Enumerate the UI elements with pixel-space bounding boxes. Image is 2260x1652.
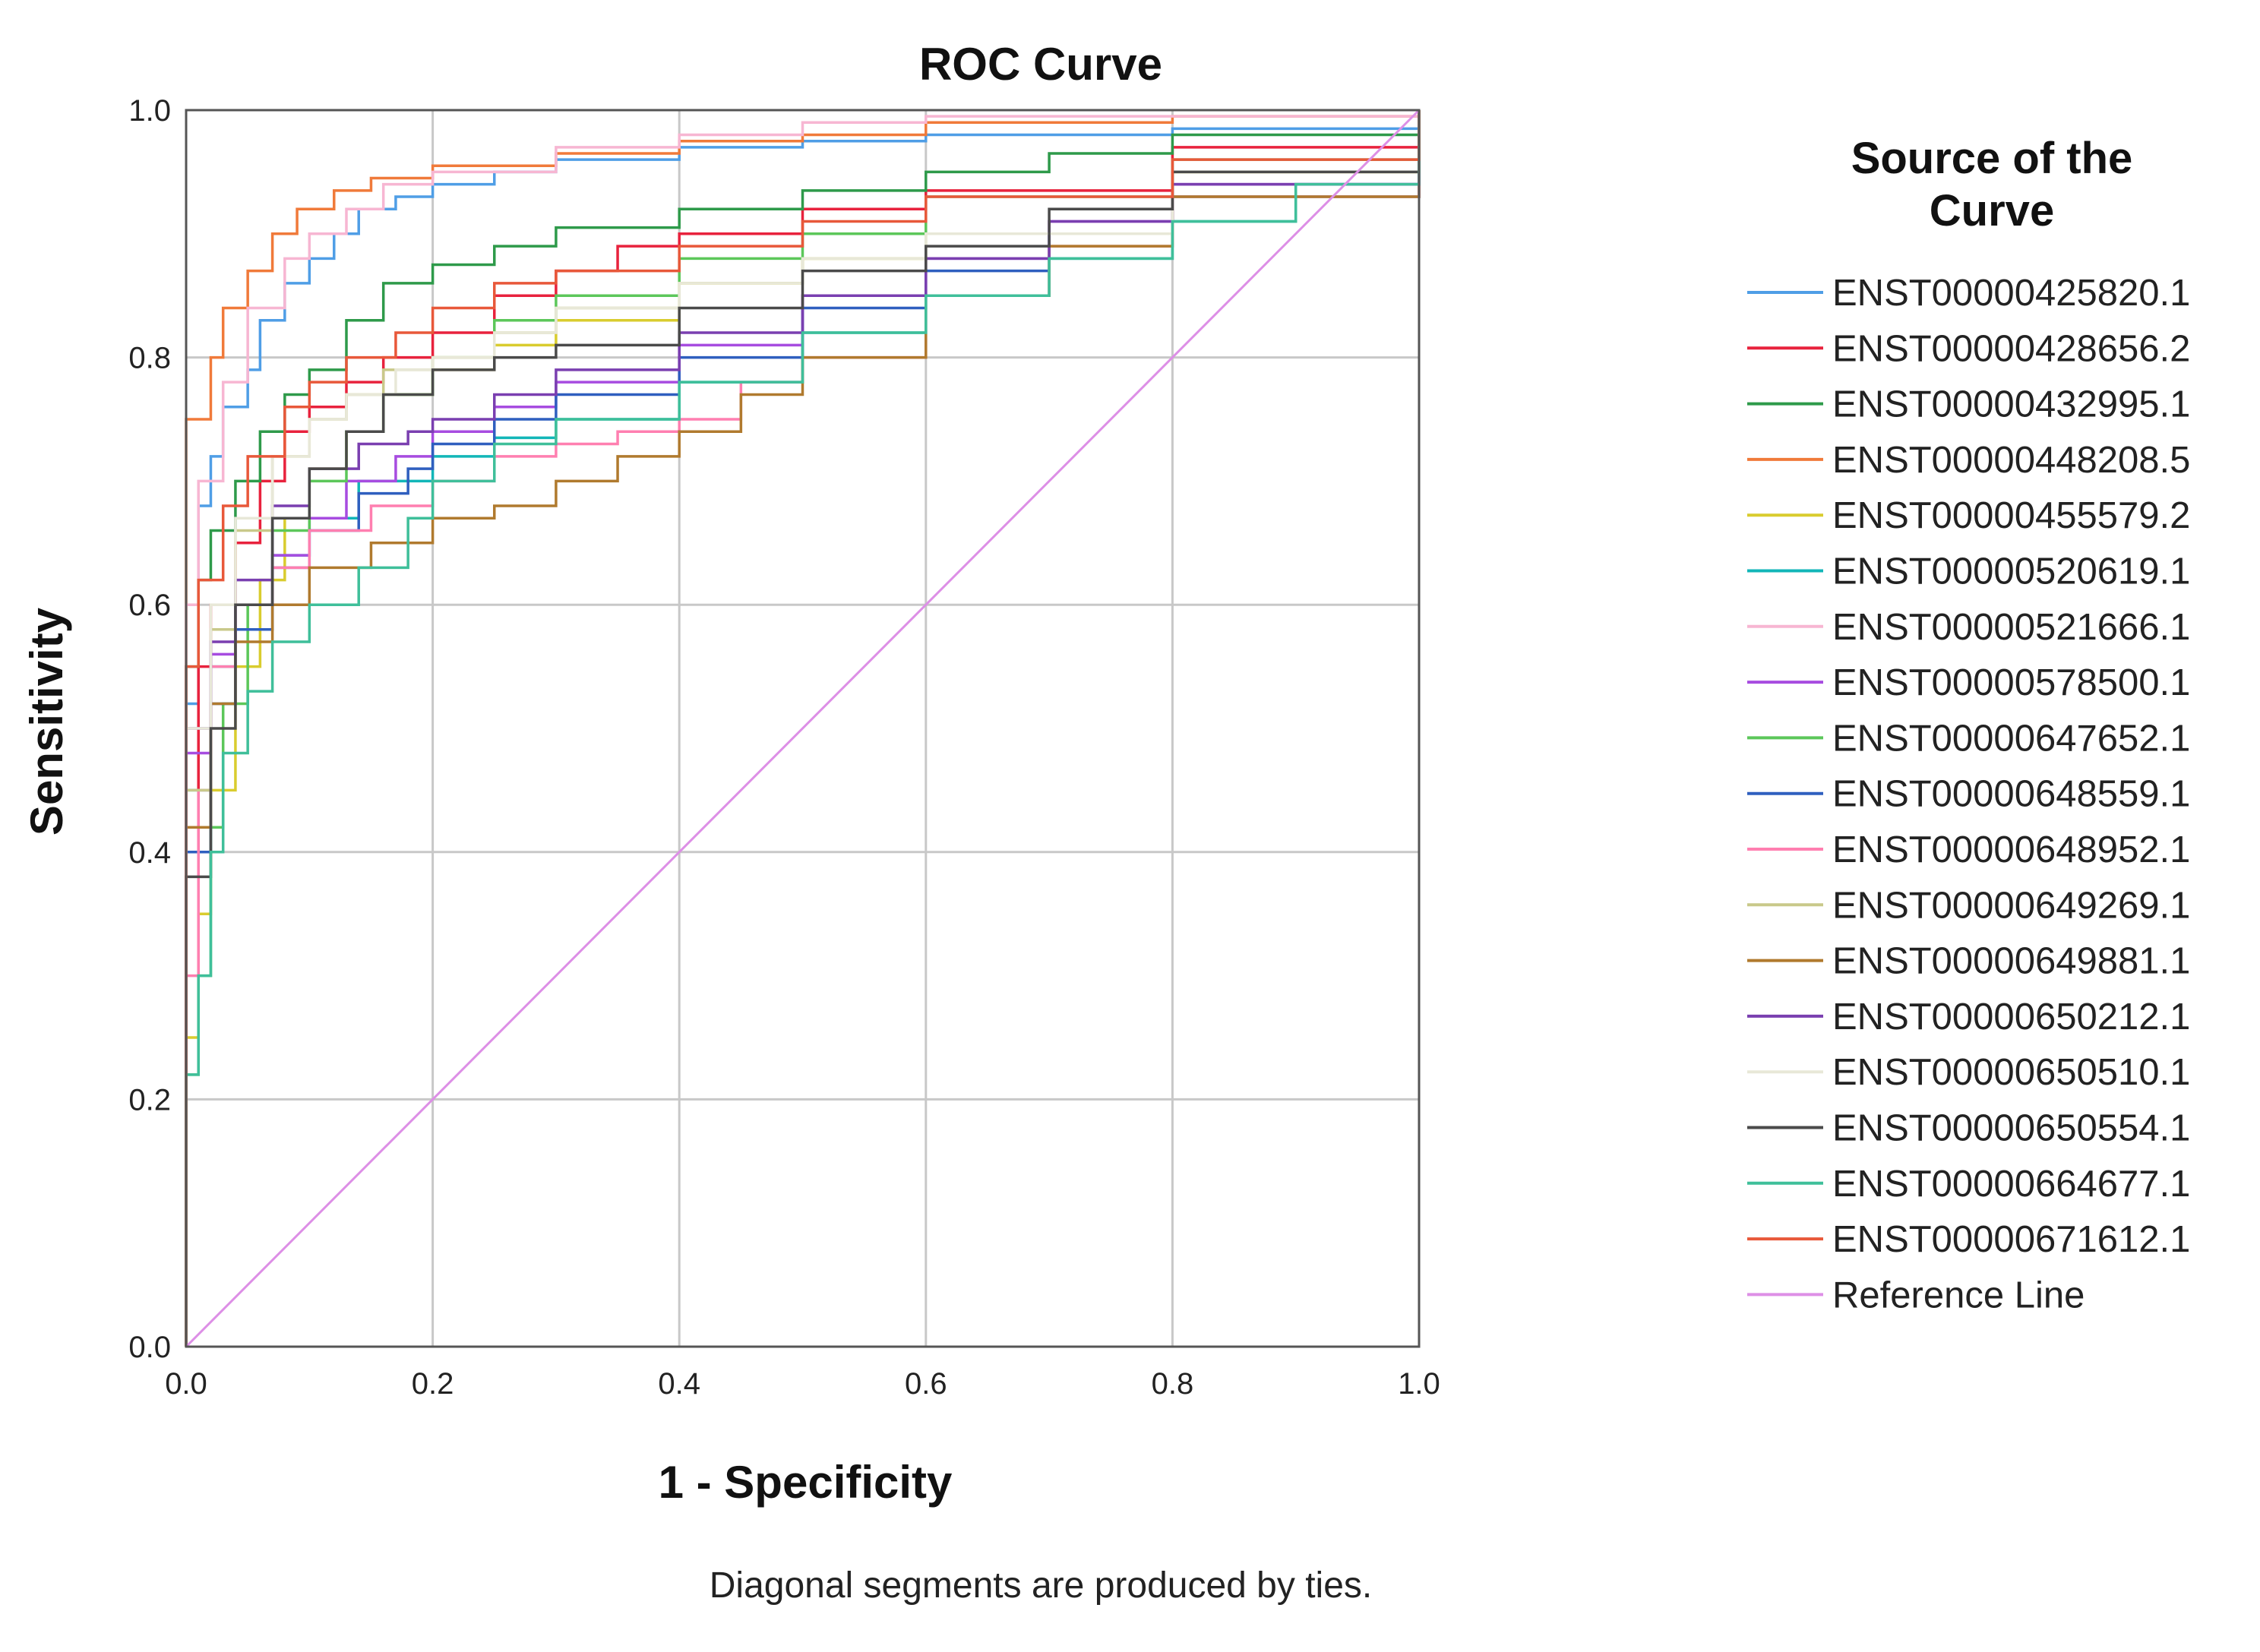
legend-items: ENST00000425820.1 ENST00000428656.2 ENST00… — [1747, 273, 2190, 1316]
x-tick-label: 0.8 — [1152, 1367, 1194, 1401]
legend-label: ENST00000647652.1 — [1832, 718, 2190, 759]
legend: Source of the Curve ENST00000425820.1ENS… — [1747, 134, 2190, 1316]
y-tick-label: 1.0 — [128, 94, 171, 128]
curve-enst00000650212-1 — [185, 110, 1421, 1347]
legend-label: ENST00000520619.1 — [1832, 551, 2190, 592]
y-tick-label: 0.4 — [128, 836, 171, 870]
legend-item: ENST00000455579.2 — [1747, 495, 2190, 536]
legend-label: ENST00000649881.1 — [1832, 941, 2190, 982]
legend-item: ENST00000578500.1 — [1747, 662, 2190, 703]
legend-label: ENST00000425820.1 — [1832, 273, 2190, 314]
x-tick-label: 0.6 — [905, 1367, 947, 1401]
legend-item: ENST00000648559.1 — [1747, 774, 2190, 815]
legend-label: ENST00000648559.1 — [1832, 774, 2190, 815]
plot-area: 0.0 0.2 0.4 0.6 0.8 1.0 0.0 0.2 0.4 0.6 0.8 1.0 — [128, 94, 1440, 1401]
legend-label: ENST00000521666.1 — [1832, 607, 2190, 648]
curve-enst00000432995-1 — [185, 110, 1421, 1347]
legend-item: ENST00000649269.1 — [1747, 885, 2190, 926]
legend-item: ENST00000425820.1 — [1747, 273, 2190, 314]
curve-enst00000664677-1 — [185, 110, 1421, 1347]
legend-item: ENST00000650510.1 — [1747, 1052, 2190, 1093]
legend-item: Reference Line — [1747, 1275, 2085, 1316]
curve-enst00000448208-5 — [185, 110, 1421, 1347]
legend-item: ENST00000648952.1 — [1747, 829, 2190, 870]
x-tick-label: 0.4 — [658, 1367, 700, 1401]
x-tick-label: 1.0 — [1398, 1367, 1440, 1401]
legend-label: ENST00000650212.1 — [1832, 997, 2190, 1038]
legend-item: ENST00000671612.1 — [1747, 1219, 2190, 1260]
legend-label: ENST00000578500.1 — [1832, 662, 2190, 703]
legend-item: ENST00000520619.1 — [1747, 551, 2190, 592]
y-tick-labels: 0.0 0.2 0.4 0.6 0.8 1.0 — [128, 94, 171, 1364]
curve-enst00000521666-1 — [185, 110, 1421, 1347]
legend-label: ENST00000650554.1 — [1832, 1108, 2190, 1149]
x-tick-label: 0.0 — [165, 1367, 207, 1401]
y-tick-label: 0.8 — [128, 342, 171, 375]
curve-enst00000648559-1 — [185, 110, 1421, 1347]
legend-item: ENST00000649881.1 — [1747, 941, 2190, 982]
legend-label: ENST00000432995.1 — [1832, 384, 2190, 425]
roc-curves — [185, 109, 1421, 1348]
footnote: Diagonal segments are produced by ties. — [710, 1565, 1373, 1606]
x-axis-title: 1 - Specificity — [659, 1457, 953, 1508]
x-tick-labels: 0.0 0.2 0.4 0.6 0.8 1.0 — [165, 1367, 1440, 1401]
curve-enst00000650554-1 — [185, 110, 1421, 1347]
plot-frame — [185, 109, 1421, 1348]
legend-label: ENST00000671612.1 — [1832, 1219, 2190, 1260]
legend-item: ENST00000650554.1 — [1747, 1108, 2190, 1149]
y-tick-label: 0.6 — [128, 589, 171, 622]
y-tick-label: 0.2 — [128, 1083, 171, 1117]
chart-title: ROC Curve — [919, 39, 1162, 90]
legend-label: Reference Line — [1832, 1275, 2085, 1316]
legend-item: ENST00000521666.1 — [1747, 607, 2190, 648]
legend-label: ENST00000448208.5 — [1832, 440, 2190, 481]
legend-label: ENST00000648952.1 — [1832, 829, 2190, 870]
legend-item: ENST00000647652.1 — [1747, 718, 2190, 759]
y-axis-title: Sensitivity — [21, 607, 72, 835]
legend-item: ENST00000650212.1 — [1747, 997, 2190, 1038]
legend-label: ENST00000455579.2 — [1832, 495, 2190, 536]
curve-reference-line — [185, 109, 1421, 1348]
legend-label: ENST00000664677.1 — [1832, 1164, 2190, 1205]
legend-title-line1: Source of the — [1851, 134, 2133, 183]
legend-item: ENST00000428656.2 — [1747, 328, 2190, 369]
x-tick-label: 0.2 — [412, 1367, 454, 1401]
legend-item: ENST00000448208.5 — [1747, 440, 2190, 481]
legend-label: ENST00000650510.1 — [1832, 1052, 2190, 1093]
curve-enst00000671612-1 — [185, 110, 1421, 1347]
legend-item: ENST00000432995.1 — [1747, 384, 2190, 425]
legend-title-line2: Curve — [1930, 186, 2054, 235]
legend-item: ENST00000664677.1 — [1747, 1164, 2190, 1205]
legend-label: ENST00000428656.2 — [1832, 328, 2190, 369]
y-tick-label: 0.0 — [128, 1331, 171, 1364]
legend-label: ENST00000649269.1 — [1832, 885, 2190, 926]
